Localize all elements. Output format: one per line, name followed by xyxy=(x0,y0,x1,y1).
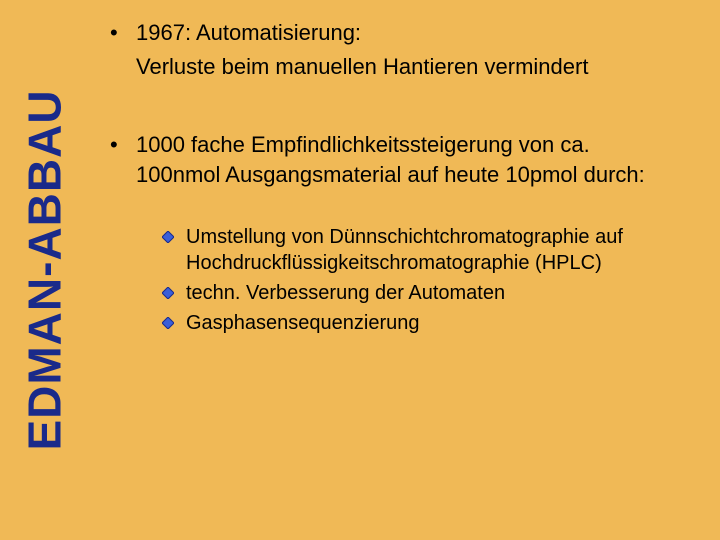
diamond-bullet-icon xyxy=(162,310,186,336)
slide: EDMAN-ABBAU • 1967: Automatisierung: Ver… xyxy=(0,0,720,540)
sub-bullet-text: Umstellung von Dünnschichtchromatographi… xyxy=(186,224,680,276)
bullet-level1: • 1000 fache Empfindlichkeitssteigerung … xyxy=(110,130,680,190)
bullet-dot-icon: • xyxy=(110,18,136,48)
bullet-text: 1000 fache Empfindlichkeitssteigerung vo… xyxy=(136,130,680,190)
bullet-level2: Gasphasensequenzierung xyxy=(162,310,680,336)
vertical-title: EDMAN-ABBAU xyxy=(18,89,72,450)
bullet-dot-icon: • xyxy=(110,130,136,190)
bullet-continuation: Verluste beim manuellen Hantieren vermin… xyxy=(136,52,680,82)
vertical-title-container: EDMAN-ABBAU xyxy=(0,0,90,540)
bullet-level2: Umstellung von Dünnschichtchromatographi… xyxy=(162,224,680,276)
sub-bullet-text: techn. Verbesserung der Automaten xyxy=(186,280,505,306)
spacer xyxy=(110,82,680,130)
bullet-level2: techn. Verbesserung der Automaten xyxy=(162,280,680,306)
diamond-bullet-icon xyxy=(162,280,186,306)
sub-bullet-text: Gasphasensequenzierung xyxy=(186,310,420,336)
diamond-bullet-icon xyxy=(162,224,186,276)
bullet-text: 1967: Automatisierung: xyxy=(136,18,361,48)
content-area: • 1967: Automatisierung: Verluste beim m… xyxy=(90,0,720,540)
bullet-level1: • 1967: Automatisierung: xyxy=(110,18,680,48)
sub-bullet-list: Umstellung von Dünnschichtchromatographi… xyxy=(162,224,680,336)
